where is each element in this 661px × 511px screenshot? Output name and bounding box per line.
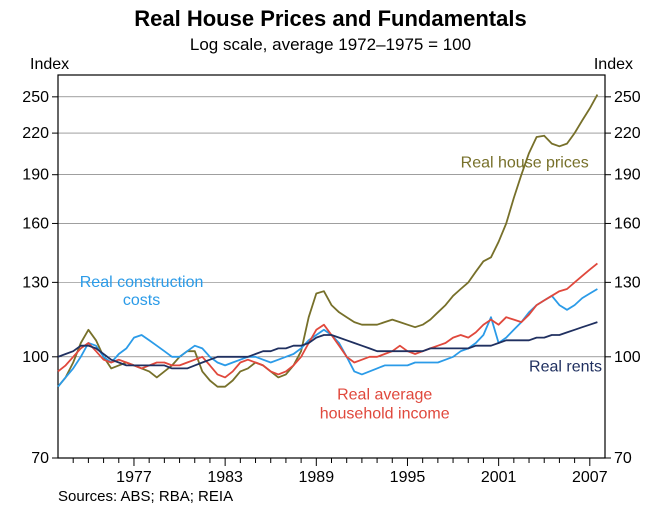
y-tick-label-right: 70 [614,450,632,467]
series-label: Real average [337,387,432,404]
y-tick-label-right: 130 [614,274,641,291]
y-tick-label-right: 220 [614,125,641,142]
chart-container: Real House Prices and Fundamentals Log sc… [0,0,661,511]
chart-svg: Real House Prices and Fundamentals Log sc… [0,0,661,511]
series-label: Real house prices [461,154,589,171]
y-tick-label-right: 100 [614,349,641,366]
y-tick-label-left: 130 [22,274,49,291]
x-tick-label: 1995 [390,469,426,486]
series-label: costs [123,292,160,309]
y-tick-label-left: 190 [22,167,49,184]
y-tick-label-left: 70 [31,450,49,467]
series-label: Real construction [80,274,204,291]
y-tick-label-left: 100 [22,349,49,366]
y-axis-label-left: Index [30,56,69,73]
y-tick-label-right: 250 [614,89,641,106]
series-label: household income [320,405,450,422]
chart-subtitle: Log scale, average 1972–1975 = 100 [190,35,471,54]
series-label: Real rents [529,358,602,375]
y-tick-label-right: 190 [614,167,641,184]
x-tick-label: 1989 [299,469,335,486]
y-tick-label-left: 250 [22,89,49,106]
x-tick-label: 1983 [207,469,243,486]
chart-bg [0,0,661,511]
x-tick-label: 2001 [481,469,517,486]
x-tick-label: 2007 [572,469,608,486]
chart-sources: Sources: ABS; RBA; REIA [58,488,233,505]
y-tick-label-right: 160 [614,215,641,232]
chart-title: Real House Prices and Fundamentals [134,6,526,31]
y-tick-label-left: 220 [22,125,49,142]
y-axis-label-right: Index [594,56,633,73]
x-tick-label: 1977 [116,469,152,486]
y-tick-label-left: 160 [22,215,49,232]
